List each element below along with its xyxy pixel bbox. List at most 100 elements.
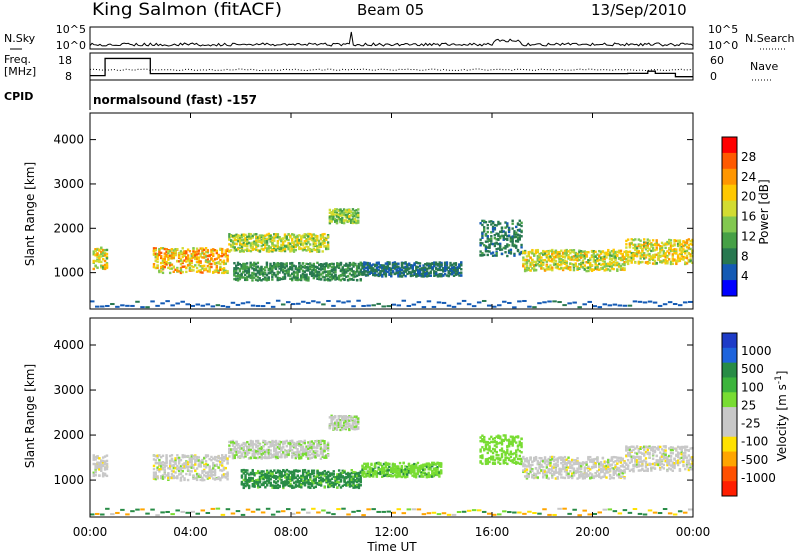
heatmap-cell <box>583 264 587 267</box>
heatmap-cell <box>382 269 386 273</box>
heatmap-cell <box>294 236 297 239</box>
heatmap-cell <box>296 272 299 275</box>
heatmap-cell <box>316 454 319 457</box>
heatmap-cell <box>278 247 281 251</box>
heatmap-cell <box>565 267 568 270</box>
heatmap-cell <box>655 239 658 242</box>
heatmap-cell <box>291 249 294 252</box>
heatmap-cell <box>621 256 624 260</box>
heatmap-cell <box>458 263 461 267</box>
heatmap-cell <box>518 234 521 237</box>
heatmap-cell <box>215 304 221 307</box>
heatmap-cell <box>321 265 325 268</box>
heatmap-cell <box>96 465 99 468</box>
heatmap-cell <box>357 211 360 215</box>
heatmap-cell <box>265 484 269 487</box>
heatmap-cell <box>495 254 498 257</box>
heatmap-cell <box>235 453 238 456</box>
heatmap-cell <box>511 240 514 244</box>
heatmap-cell <box>105 462 109 466</box>
heatmap-cell <box>94 248 97 251</box>
heatmap-cell <box>330 418 333 421</box>
heatmap-cell <box>188 263 192 266</box>
heatmap-cell <box>98 474 101 477</box>
heatmap-cell <box>269 269 272 273</box>
heatmap-cell <box>212 254 215 257</box>
heatmap-cell <box>205 303 211 306</box>
heatmap-cell <box>221 260 224 264</box>
heatmap-cell <box>384 272 388 275</box>
heatmap-cell <box>249 442 253 445</box>
heatmap-cell <box>336 264 339 268</box>
heatmap-cell <box>260 470 263 473</box>
heatmap-cell <box>507 234 511 237</box>
heatmap-cell <box>159 251 163 255</box>
heatmap-cell <box>244 262 247 266</box>
heatmap-cell <box>224 269 227 273</box>
heatmap-cell <box>309 483 312 486</box>
y-tick-label: 4000 <box>53 133 84 147</box>
heatmap-cell <box>660 248 664 252</box>
heatmap-cell <box>637 238 641 241</box>
heatmap-cell <box>221 268 224 271</box>
heatmap-cell <box>393 261 397 264</box>
heatmap-cell <box>309 486 312 489</box>
heatmap-cell <box>156 454 159 457</box>
heatmap-cell <box>267 445 271 449</box>
heatmap-cell <box>424 272 427 276</box>
heatmap-cell <box>238 277 242 281</box>
heatmap-cell <box>563 259 567 262</box>
heatmap-cell <box>219 262 222 266</box>
heatmap-cell <box>578 255 581 259</box>
heatmap-cell <box>251 276 254 279</box>
heatmap-cell <box>522 299 527 302</box>
y-tick-label: 3000 <box>53 177 84 191</box>
heatmap-cell <box>265 239 269 243</box>
heatmap-cell <box>411 303 417 306</box>
heatmap-cell <box>231 245 235 249</box>
heatmap-cell <box>265 480 269 483</box>
heatmap-cell <box>307 486 310 489</box>
heatmap-cell <box>673 238 676 242</box>
heatmap-cell <box>319 447 323 450</box>
heatmap-cell <box>242 241 245 245</box>
heatmap-cell <box>687 259 691 262</box>
heatmap-cell <box>301 243 305 247</box>
heatmap-cell <box>330 268 334 272</box>
heatmap-cell <box>675 259 678 262</box>
heatmap-cell <box>105 264 109 268</box>
heatmap-cell <box>305 266 308 269</box>
heatmap-cell <box>343 271 346 275</box>
heatmap-cell <box>170 475 174 478</box>
heatmap-cell <box>325 446 328 449</box>
heatmap-cell <box>466 303 472 306</box>
heatmap-cell <box>556 251 559 254</box>
heatmap-cell <box>238 238 242 241</box>
heatmap-cell <box>203 256 206 259</box>
heatmap-cell <box>399 268 402 271</box>
heatmap-cell <box>213 477 217 481</box>
heatmap-cell <box>481 232 484 235</box>
heatmap-cell <box>554 251 558 254</box>
heatmap-cell <box>181 463 184 466</box>
heatmap-cell <box>330 274 334 277</box>
heatmap-cell <box>181 475 184 478</box>
heatmap-cell <box>246 240 249 243</box>
heatmap-cell <box>170 248 174 251</box>
heatmap-cell <box>228 450 231 453</box>
heatmap-cell <box>581 259 585 262</box>
heatmap-cell <box>236 274 240 278</box>
heatmap-cell <box>381 275 384 278</box>
heatmap-cell <box>199 478 202 482</box>
heatmap-cell <box>251 279 254 282</box>
heatmap-cell <box>179 467 183 470</box>
heatmap-cell <box>655 253 658 256</box>
heatmap-cell <box>179 250 183 253</box>
heatmap-cell <box>299 453 303 456</box>
heatmap-cell <box>589 263 592 267</box>
heatmap-cell <box>452 271 456 274</box>
heatmap-cell <box>98 457 101 460</box>
heatmap-cell <box>161 467 165 471</box>
heatmap-cell <box>314 455 317 458</box>
heatmap-cell <box>372 270 375 273</box>
